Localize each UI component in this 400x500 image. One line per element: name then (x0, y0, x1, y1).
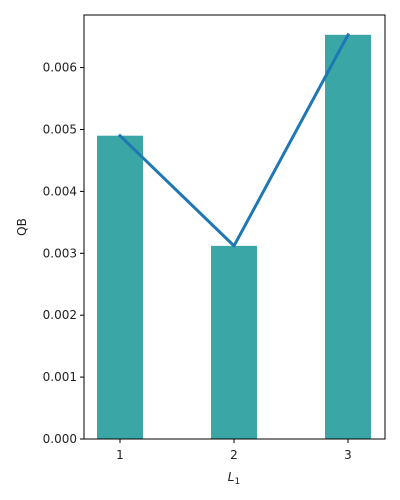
bar-2 (211, 245, 257, 439)
bar-3 (325, 34, 371, 439)
y-axis-label: QB (15, 218, 29, 236)
bars-group (97, 34, 371, 439)
x-axis-label-subscript: 1 (234, 477, 240, 487)
y-tick-label: 0.000 (43, 432, 77, 446)
x-tick-label: 2 (230, 448, 238, 462)
x-tick-label: 3 (344, 448, 352, 462)
y-tick-label: 0.005 (43, 123, 77, 137)
bar-1 (97, 135, 143, 439)
y-tick-label: 0.002 (43, 308, 77, 322)
x-axis-label-main: L (228, 470, 235, 484)
y-tick-label: 0.001 (43, 370, 77, 384)
y-tick-label: 0.003 (43, 246, 77, 260)
line-layer (117, 32, 351, 248)
y-tick-label: 0.004 (43, 184, 77, 198)
y-ticks-group: 0.000 0.001 0.002 0.003 0.004 0.005 0.006 (43, 61, 84, 446)
x-axis-label: L1 (228, 470, 240, 487)
series-line (117, 32, 351, 248)
x-tick-label: 1 (116, 448, 124, 462)
x-ticks-group: 1 2 3 (116, 439, 352, 462)
y-tick-label: 0.006 (43, 61, 77, 75)
